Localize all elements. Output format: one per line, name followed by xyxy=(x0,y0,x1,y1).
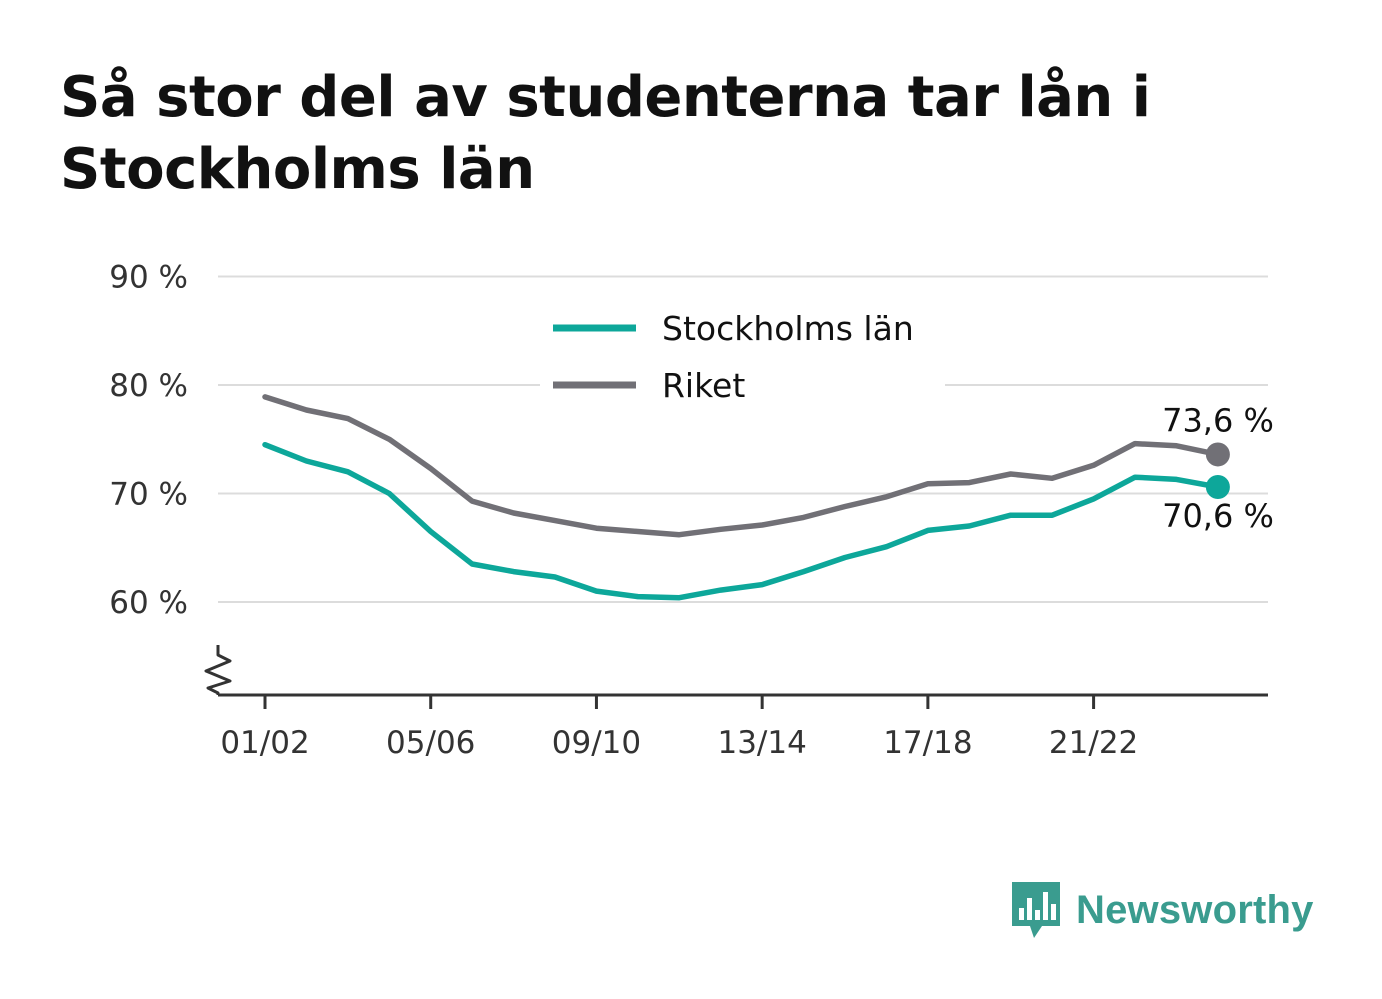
legend: Stockholms län Riket xyxy=(540,300,945,412)
y-tick-label: 70 % xyxy=(109,477,188,513)
chart-title: Så stor del av studenterna tar lån i Sto… xyxy=(60,65,1151,202)
bar-chart-speech-bubble-icon xyxy=(1012,882,1060,938)
y-tick-label: 90 % xyxy=(109,260,188,296)
x-tick-label: 13/14 xyxy=(717,725,806,761)
axis-layer: 01/02 05/06 09/10 13/14 17/18 21/22 xyxy=(204,645,1268,761)
x-tick-label: 21/22 xyxy=(1049,725,1138,761)
series-line xyxy=(262,441,1221,601)
series-end-point xyxy=(1205,474,1230,499)
brand-name: Newsworthy xyxy=(1076,887,1314,932)
x-tick-label: 01/02 xyxy=(220,725,309,761)
x-tick-label: 05/06 xyxy=(386,725,475,761)
label-layer: 73,6 % 70,6 % xyxy=(1162,401,1274,535)
x-tick-label: 09/10 xyxy=(552,725,641,761)
series-end-point xyxy=(1205,442,1230,467)
series-line xyxy=(262,394,1221,538)
legend-background xyxy=(540,300,945,412)
newsworthy-logo: Newsworthy xyxy=(1010,880,1314,940)
y-tick-label: 60 % xyxy=(109,585,188,621)
series-end-label: 73,6 % xyxy=(1162,401,1274,439)
legend-label: Riket xyxy=(662,366,745,405)
series-layer xyxy=(262,394,1230,601)
series-end-label: 70,6 % xyxy=(1162,497,1274,535)
x-tick-label: 17/18 xyxy=(883,725,972,761)
y-tick-label: 80 % xyxy=(109,368,188,404)
axis-break-icon xyxy=(204,645,232,695)
legend-label: Stockholms län xyxy=(662,309,914,348)
